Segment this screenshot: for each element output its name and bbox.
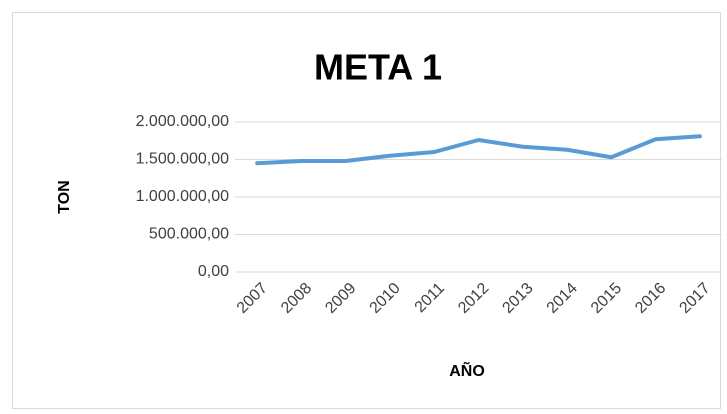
y-tick-label: 1.000.000,00 (136, 188, 230, 205)
y-tick-label: 500.000,00 (149, 226, 229, 243)
y-axis-label: TON (56, 180, 73, 213)
chart-border (12, 12, 721, 409)
line-series (255, 134, 702, 166)
y-tick-label: 0,00 (198, 263, 229, 280)
y-tick-label: 1.500.000,00 (136, 151, 230, 168)
y-tick-label: 2.000.000,00 (136, 113, 230, 130)
chart-title: META 1 (314, 47, 442, 88)
x-axis-label: AÑO (449, 360, 485, 380)
